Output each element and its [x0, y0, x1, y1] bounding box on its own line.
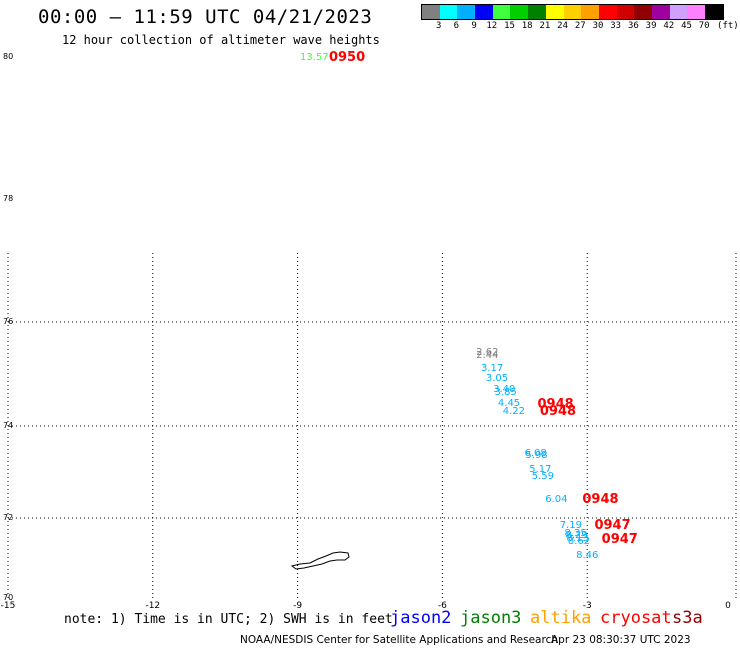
- latitude-tick: 72: [3, 513, 14, 522]
- legend-jason2: jason2: [390, 608, 452, 628]
- wave-height-label: 3.17: [481, 362, 504, 374]
- footnote: note: 1) Time is in UTC; 2) SWH is in fe…: [64, 612, 393, 627]
- color-scale-tick: 18: [521, 21, 533, 31]
- color-scale-tick: 45: [681, 21, 692, 31]
- pass-time-label: 0948: [539, 404, 577, 420]
- color-scale-tick: 42: [663, 21, 675, 31]
- wave-height-label: 3.85: [494, 386, 517, 398]
- color-swatch: [634, 5, 652, 19]
- map-grid: [7, 253, 737, 598]
- latitude-tick: 74: [3, 421, 14, 430]
- color-scale-tick: 6: [453, 21, 460, 31]
- color-swatch: [439, 5, 458, 19]
- color-swatch: [616, 5, 635, 19]
- wave-height-label: 8.35: [564, 528, 587, 539]
- credit-line: NOAA/NESDIS Center for Satellite Applica…: [240, 634, 558, 646]
- longitude-tick: 0: [725, 601, 731, 611]
- color-swatch: [475, 5, 493, 19]
- color-swatch: [705, 5, 723, 19]
- wave-height-label: 3.05: [485, 373, 509, 385]
- longitude-tick: -3: [582, 601, 592, 611]
- latitude-tick: 70: [3, 593, 14, 602]
- wave-height-label: 8.13: [566, 532, 589, 544]
- pass-time-label: 0950: [328, 50, 366, 66]
- wave-height-label: 3.40: [493, 383, 516, 395]
- color-swatch: [545, 5, 564, 19]
- wave-height-label: 2.62: [476, 347, 499, 359]
- color-scale-tick: 15: [504, 21, 515, 31]
- page-subtitle: 12 hour collection of altimeter wave hei…: [62, 33, 380, 47]
- wave-height-label: 5.59: [531, 470, 554, 482]
- color-scale-tick: 21: [539, 21, 551, 31]
- longitude-tick: -12: [145, 601, 161, 611]
- color-scale-unit: (ft): [717, 21, 739, 31]
- color-swatch: [687, 5, 705, 19]
- color-swatch: [598, 5, 617, 19]
- color-swatch: [422, 5, 440, 19]
- color-swatch: [528, 5, 546, 19]
- wave-height-label: 5.98: [525, 449, 548, 461]
- pass-time-label: 0947: [601, 532, 638, 547]
- color-scale-tick: 30: [592, 21, 604, 31]
- wave-height-label: 4.45: [497, 398, 521, 410]
- wave-height-label: 8.29: [565, 530, 588, 541]
- latitude-tick: 78: [3, 194, 14, 203]
- wave-height-label: 8.62: [567, 536, 591, 547]
- wave-height-label: 4.22: [502, 406, 525, 418]
- wave-height-label: 5.17: [529, 463, 552, 475]
- legend-altika: altika: [530, 608, 592, 628]
- wave-height-label: 2.44: [476, 349, 499, 361]
- longitude-tick: -6: [437, 601, 447, 611]
- wave-height-label: 7.19: [559, 520, 582, 531]
- color-swatch: [457, 5, 476, 19]
- map-plot: [7, 253, 737, 598]
- longitude-tick: -15: [0, 601, 16, 611]
- legend-s3a: s3a: [672, 608, 703, 628]
- generation-timestamp: Apr 23 08:30:37 UTC 2023: [551, 634, 691, 646]
- latitude-tick: 80: [3, 52, 14, 61]
- latitude-tick: 76: [3, 317, 14, 326]
- pass-time-label: 0948: [582, 491, 619, 507]
- color-swatch: [669, 5, 688, 19]
- wave-height-label: 8.46: [576, 550, 599, 561]
- color-swatch: [651, 5, 670, 19]
- legend-cryosat: cryosat: [600, 608, 672, 628]
- color-swatch: [492, 5, 511, 19]
- color-scale-tick: 24: [557, 21, 569, 31]
- color-scale-tick: 3: [435, 21, 442, 31]
- color-scale-tick: 70: [698, 21, 710, 31]
- color-scale-bar: [421, 4, 724, 20]
- page-title: 00:00 – 11:59 UTC 04/21/2023: [38, 6, 373, 28]
- color-scale-tick: 9: [471, 21, 477, 31]
- legend-jason3: jason3: [460, 608, 522, 628]
- pass-time-label: 0948: [537, 397, 574, 413]
- wave-height-label: 6.04: [545, 493, 568, 505]
- jan-mayen-island-outline: [290, 551, 350, 570]
- color-swatch: [510, 5, 529, 19]
- color-scale-tick: 36: [627, 21, 639, 31]
- wave-height-label: 6.08: [524, 447, 547, 459]
- pass-time-label: 0947: [594, 518, 631, 533]
- color-scale-tick: 39: [645, 21, 657, 31]
- color-swatch: [581, 5, 599, 19]
- color-swatch: [563, 5, 582, 19]
- color-scale-tick: 33: [610, 21, 622, 31]
- color-scale-tick: 12: [486, 21, 498, 31]
- color-scale-tick: 27: [574, 21, 586, 31]
- wave-height-label: 13.57: [300, 52, 329, 64]
- longitude-tick: -9: [293, 601, 303, 611]
